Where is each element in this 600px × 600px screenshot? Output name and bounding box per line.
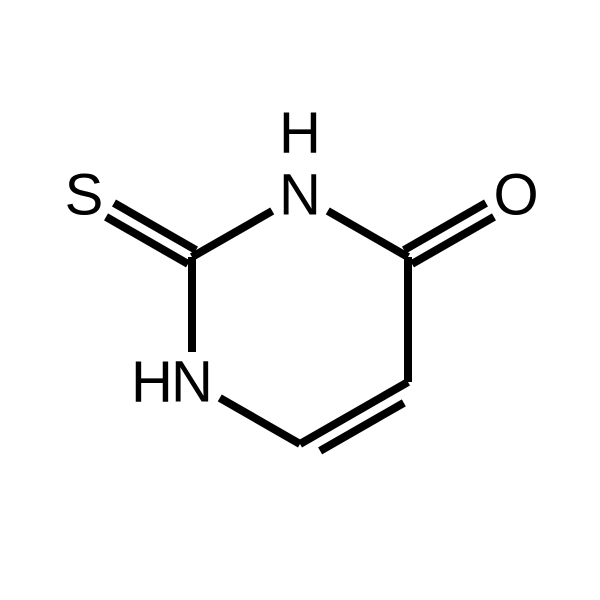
bond	[220, 398, 300, 444]
atom-label: N	[279, 163, 321, 228]
atom-h-label: H	[131, 350, 173, 415]
atom-label: S	[65, 163, 104, 228]
atom-label: N	[171, 350, 213, 415]
atom-label: O	[493, 163, 538, 228]
chemical-structure-diagram: NHHNSO	[0, 0, 600, 600]
bond	[192, 211, 272, 257]
bond	[328, 211, 408, 257]
atom-h-label: H	[279, 101, 321, 166]
